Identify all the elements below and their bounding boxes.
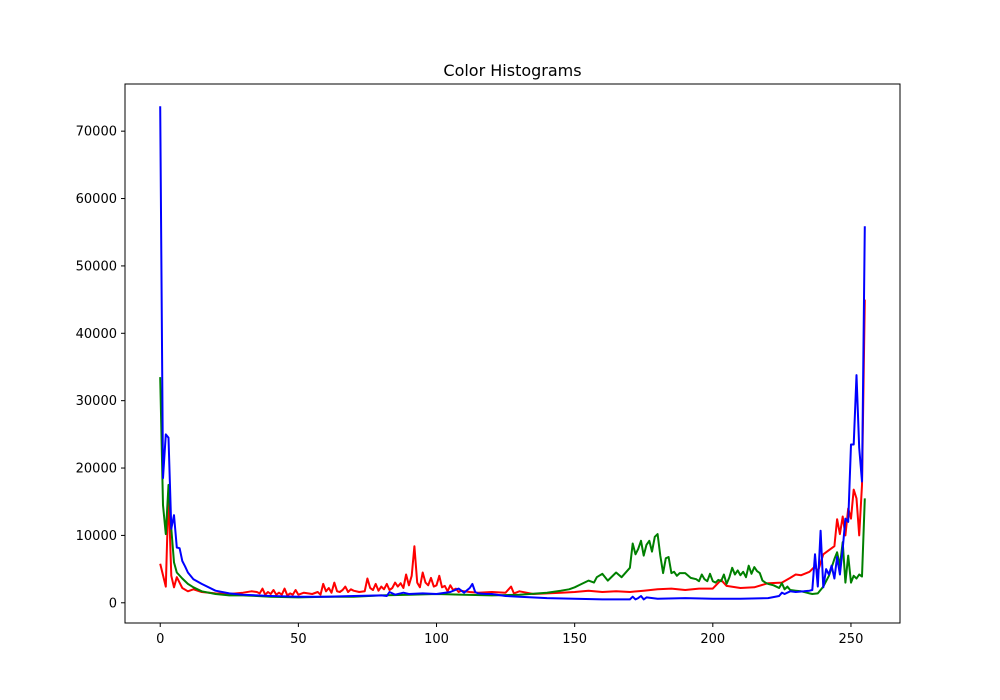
x-axis: 0 50 100 150 200 250 xyxy=(156,623,863,647)
y-tick-label-1: 10000 xyxy=(76,529,117,544)
x-tick-label-4: 200 xyxy=(700,632,725,647)
series-line-0 xyxy=(159,299,866,597)
y-tick-label-5: 50000 xyxy=(76,259,117,274)
y-tick-label-2: 20000 xyxy=(76,462,117,477)
x-tick-label-0: 0 xyxy=(156,632,164,647)
series-line-2 xyxy=(159,106,866,601)
series-layer xyxy=(159,106,866,601)
x-tick-label-5: 250 xyxy=(839,632,864,647)
chart-title: Color Histograms xyxy=(443,61,581,80)
x-tick-label-1: 50 xyxy=(290,632,307,647)
y-axis: 0 10000 20000 30000 40000 50000 60000 70000 xyxy=(76,125,125,611)
y-tick-label-3: 30000 xyxy=(76,394,117,409)
x-tick-label-3: 150 xyxy=(562,632,587,647)
x-tick-label-2: 100 xyxy=(424,632,449,647)
series-line-1 xyxy=(159,377,866,599)
y-tick-label-0: 0 xyxy=(109,596,117,611)
y-tick-label-4: 40000 xyxy=(76,327,117,342)
plot-frame xyxy=(124,83,901,624)
y-tick-label-6: 60000 xyxy=(76,192,117,207)
y-tick-label-7: 70000 xyxy=(76,125,117,140)
